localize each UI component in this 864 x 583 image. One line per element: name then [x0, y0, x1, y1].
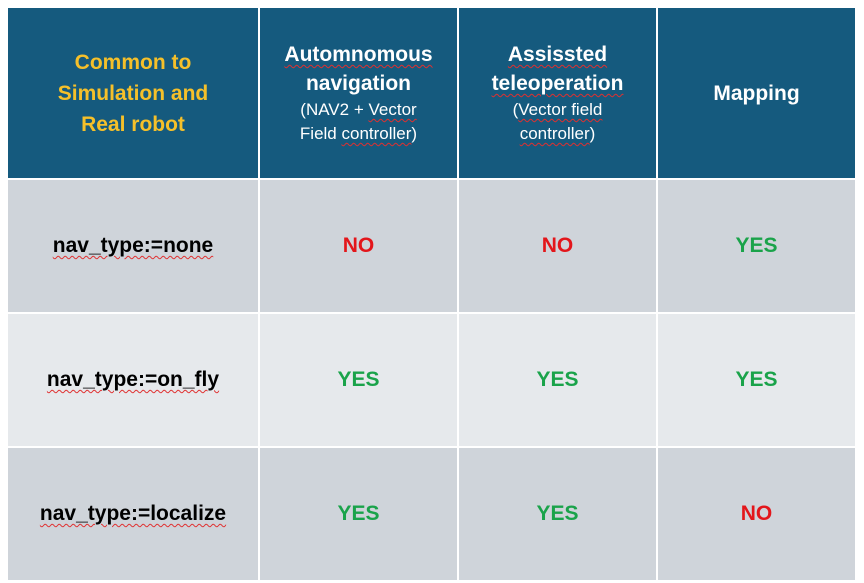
- corner-header-cell: Common to Simulation and Real robot: [6, 6, 260, 180]
- table-row: nav_type:=localize YES YES NO: [6, 446, 857, 582]
- corner-line-3: Real robot: [81, 112, 185, 136]
- cell-localize-assisted: YES: [457, 446, 658, 582]
- corner-line-1: Common to: [74, 50, 192, 74]
- header-autonomous-navigation: Automnomous navigation (NAV2 + Vector Fi…: [258, 6, 459, 180]
- header-assisted-subtitle-2: controller): [519, 124, 596, 143]
- cell-on-fly-assisted: YES: [457, 312, 658, 448]
- cell-localize-mapping: NO: [656, 446, 857, 582]
- corner-line-2: Simulation and: [57, 81, 209, 105]
- header-autonomous-title-1: Automnomous: [284, 43, 433, 66]
- row-label-text: nav_type:=on_fly: [46, 368, 220, 391]
- header-assisted-title-1: Assissted: [507, 43, 608, 66]
- row-label-none: nav_type:=none: [6, 178, 260, 314]
- header-autonomous-subtitle-2: Field controller): [299, 124, 418, 143]
- header-assisted-subtitle-1: (Vector field: [512, 100, 603, 119]
- comparison-table-wrapper: Common to Simulation and Real robot Auto…: [6, 6, 857, 582]
- row-label-text: nav_type:=localize: [39, 502, 227, 525]
- header-assisted-teleoperation: Assissted teleoperation (Vector field co…: [457, 6, 658, 180]
- header-mapping: Mapping: [656, 6, 857, 180]
- table-row: nav_type:=none NO NO YES: [6, 178, 857, 314]
- header-row: Common to Simulation and Real robot Auto…: [6, 6, 857, 180]
- table-row: nav_type:=on_fly YES YES YES: [6, 312, 857, 448]
- cell-none-mapping: YES: [656, 178, 857, 314]
- cell-none-assisted: NO: [457, 178, 658, 314]
- row-label-localize: nav_type:=localize: [6, 446, 260, 582]
- nav-type-comparison-table: Common to Simulation and Real robot Auto…: [6, 6, 857, 582]
- row-label-text: nav_type:=none: [52, 234, 214, 257]
- header-autonomous-title-2: navigation: [305, 72, 411, 95]
- cell-localize-autonomous: YES: [258, 446, 459, 582]
- cell-on-fly-autonomous: YES: [258, 312, 459, 448]
- cell-none-autonomous: NO: [258, 178, 459, 314]
- header-mapping-title: Mapping: [713, 81, 800, 105]
- row-label-on-fly: nav_type:=on_fly: [6, 312, 260, 448]
- header-assisted-title-2: teleoperation: [491, 72, 624, 95]
- header-autonomous-subtitle-1: (NAV2 + Vector: [300, 100, 417, 119]
- cell-on-fly-mapping: YES: [656, 312, 857, 448]
